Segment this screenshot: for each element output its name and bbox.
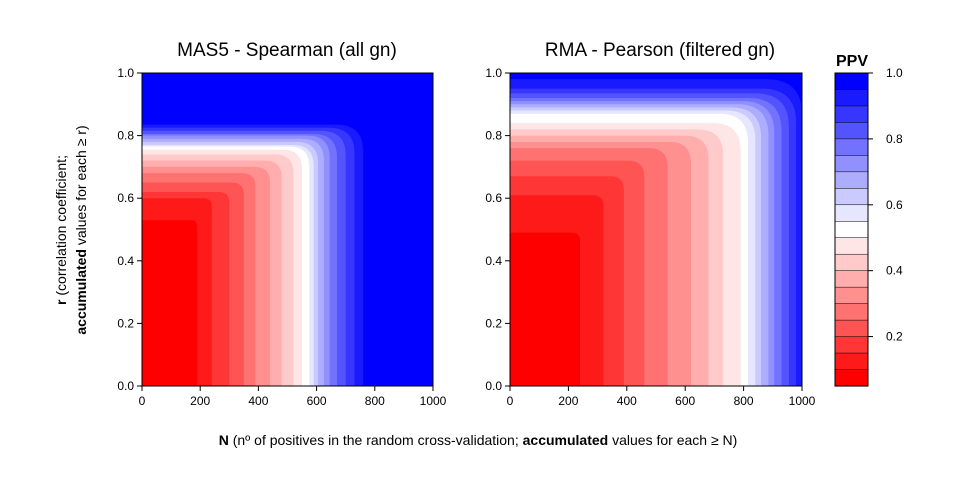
x-tick-label: 800	[734, 394, 754, 408]
x-tick-label: 600	[675, 394, 695, 408]
colorbar-swatch-0.95	[834, 89, 869, 107]
x-tick-label: 0	[139, 394, 146, 408]
colorbar-swatch-0.45	[834, 253, 869, 272]
panel-title: RMA - Pearson (filtered gn)	[545, 40, 775, 61]
y-axis-label: r (correlation coefficient; accumulated …	[53, 125, 89, 334]
x-axis-label: N (nº of positives in the random cross-v…	[219, 432, 738, 448]
colorbar-swatches	[834, 72, 869, 387]
y-tick-label: 1.0	[485, 66, 502, 80]
x-tick-label: 400	[617, 394, 637, 408]
colorbar-tick-label: 0.6	[886, 198, 903, 212]
y-tick-label: 0.4	[485, 254, 502, 268]
y-axis: 0.0 0.2 0.4 0.6 0.8 1.0	[117, 66, 142, 393]
panel-mas5-spearman: MAS5 - Spearman (all gn) 0 200 400 600 800 10…	[117, 40, 446, 408]
y-tick-label: 1.0	[117, 66, 134, 80]
colorbar-swatch-0.25	[834, 319, 869, 338]
x-tick-label: 400	[248, 394, 268, 408]
colorbar-swatch-0.65	[834, 188, 869, 206]
y-label-symbol: r	[53, 299, 69, 305]
colorbar-swatch-0.35	[834, 286, 869, 305]
y-tick-label: 0.4	[117, 254, 134, 268]
y-tick-label: 0.2	[485, 316, 502, 330]
y-tick-label: 0.2	[117, 316, 134, 330]
colorbar-swatch-0.20	[834, 336, 869, 354]
colorbar-tick-label: 0.2	[886, 330, 903, 344]
x-label-desc: (nº of positives in the random cross-val…	[229, 432, 523, 448]
x-label-accumulated: accumulated	[523, 432, 609, 448]
plot-frame	[509, 72, 803, 387]
colorbar-swatch-0.10	[834, 369, 869, 387]
ppv-region-0.10	[142, 220, 198, 386]
colorbar-swatch-0.15	[834, 352, 869, 371]
colorbar-tick-label: 0.4	[886, 264, 903, 278]
panel-title: MAS5 - Spearman (all gn)	[177, 40, 397, 61]
x-tick-label: 800	[365, 394, 385, 408]
y-tick-label: 0.8	[117, 129, 134, 143]
colorbar-swatch-0.70	[834, 171, 869, 189]
x-label-symbol: N	[219, 432, 229, 448]
y-label-desc: (correlation coefficient;	[53, 155, 69, 299]
ppv-region-0.10	[510, 232, 581, 386]
colorbar: PPV 0.2 0.4 0.6 0.8 1.0	[834, 53, 903, 387]
colorbar-swatch-0.60	[834, 204, 869, 222]
x-axis: 0 200 400 600 800 1000	[507, 386, 816, 408]
y-axis-label-line2: accumulated values for each ≥ r)	[73, 125, 89, 334]
y-label-accumulated: accumulated	[73, 249, 89, 335]
y-axis-label-line1: r (correlation coefficient;	[53, 155, 69, 305]
y-tick-label: 0.0	[485, 379, 502, 393]
colorbar-swatch-0.55	[834, 221, 869, 239]
y-tick-label: 0.8	[485, 129, 502, 143]
colorbar-swatch-0.50	[834, 237, 869, 255]
x-tick-label: 1000	[789, 394, 816, 408]
panel-rma-pearson: RMA - Pearson (filtered gn) 0 200 400 600 80…	[485, 40, 815, 408]
colorbar-swatch-0.75	[834, 155, 869, 173]
x-tick-label: 600	[307, 394, 327, 408]
y-tick-label: 0.6	[117, 191, 134, 205]
colorbar-swatch-1.00	[834, 72, 869, 91]
y-tick-label: 0.6	[485, 191, 502, 205]
x-tick-label: 200	[190, 394, 210, 408]
y-label-rest: values for each ≥ r)	[73, 125, 89, 249]
heatmap-area	[142, 73, 433, 387]
x-tick-label: 200	[558, 394, 578, 408]
colorbar-ticks: 0.2 0.4 0.6 0.8 1.0	[868, 66, 903, 344]
y-axis: 0.0 0.2 0.4 0.6 0.8 1.0	[485, 66, 510, 393]
colorbar-swatch-0.30	[834, 303, 869, 321]
x-axis: 0 200 400 600 800 1000	[139, 386, 447, 408]
colorbar-frame	[834, 72, 869, 387]
heatmap-area	[510, 73, 802, 387]
colorbar-swatch-0.40	[834, 270, 869, 288]
x-label-rest: values for each ≥ N)	[608, 432, 737, 448]
x-tick-label: 1000	[420, 394, 447, 408]
y-tick-label: 0.0	[117, 379, 134, 393]
colorbar-swatch-0.90	[834, 105, 869, 123]
plot-frame	[141, 72, 434, 387]
colorbar-tick-label: 0.8	[886, 132, 903, 146]
colorbar-tick-label: 1.0	[886, 66, 903, 80]
colorbar-swatch-0.85	[834, 122, 869, 140]
colorbar-swatch-0.80	[834, 138, 869, 156]
colorbar-title: PPV	[836, 53, 868, 70]
x-tick-label: 0	[507, 394, 514, 408]
